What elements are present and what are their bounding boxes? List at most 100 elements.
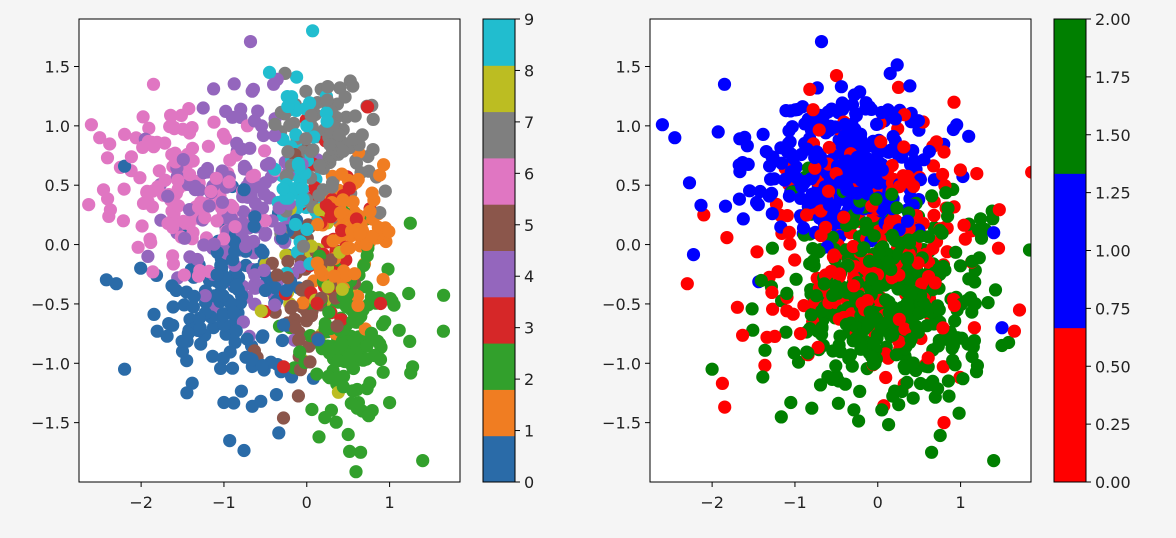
data-point bbox=[965, 349, 979, 363]
data-point bbox=[784, 395, 798, 410]
data-point bbox=[995, 321, 1009, 335]
data-point bbox=[296, 192, 310, 206]
data-point bbox=[715, 376, 730, 390]
data-point bbox=[255, 358, 269, 373]
colorbar-tick-label: 8 bbox=[524, 61, 534, 80]
data-point bbox=[347, 334, 361, 348]
data-point bbox=[962, 272, 976, 286]
data-point bbox=[202, 199, 216, 213]
data-point bbox=[392, 323, 406, 337]
data-point bbox=[209, 289, 223, 303]
x-tick-label: −2 bbox=[700, 493, 724, 512]
data-point bbox=[144, 235, 158, 250]
data-point bbox=[198, 289, 212, 303]
data-point bbox=[867, 336, 881, 350]
data-point bbox=[269, 388, 283, 402]
y-tick-label: 1.5 bbox=[45, 57, 70, 76]
data-point bbox=[682, 176, 697, 190]
data-point bbox=[831, 396, 846, 410]
data-point bbox=[361, 100, 375, 114]
data-point bbox=[93, 131, 107, 145]
data-point bbox=[783, 237, 797, 251]
data-point bbox=[142, 121, 156, 135]
colorbar-tick-label: 0.75 bbox=[1095, 299, 1131, 318]
data-point bbox=[186, 300, 200, 314]
data-point bbox=[374, 296, 388, 311]
data-point bbox=[931, 339, 945, 353]
y-tick-label: −1.0 bbox=[602, 354, 641, 373]
data-point bbox=[373, 352, 388, 367]
data-point bbox=[872, 246, 886, 260]
y-tick-label: 0.5 bbox=[45, 176, 70, 195]
data-point bbox=[332, 128, 346, 142]
data-point bbox=[801, 346, 815, 360]
data-point bbox=[346, 79, 360, 93]
data-point bbox=[694, 198, 708, 212]
chart-2: −2 −1 0 1−1.5−1.0−0.50.00.51.01.50.000.250.… bbox=[602, 10, 1130, 512]
data-point bbox=[247, 219, 261, 233]
data-point bbox=[346, 361, 360, 375]
data-point bbox=[333, 206, 348, 220]
x-tick-label: −1 bbox=[783, 493, 807, 512]
data-point bbox=[962, 129, 976, 143]
x-tick-label: −2 bbox=[129, 493, 153, 512]
data-point bbox=[806, 103, 820, 117]
data-point bbox=[209, 171, 223, 185]
data-point bbox=[285, 90, 299, 104]
data-point bbox=[717, 77, 732, 91]
colorbar-segment bbox=[483, 435, 515, 483]
colorbar: 0.00 0.25 0.50 0.75 1.00 1.25 1.50 1.75 2.00 bbox=[1053, 10, 1131, 492]
data-point bbox=[972, 251, 986, 265]
data-point bbox=[226, 200, 240, 214]
colorbar-segment bbox=[483, 157, 515, 205]
data-point bbox=[331, 354, 345, 368]
data-point bbox=[262, 65, 277, 79]
data-point bbox=[768, 329, 782, 343]
data-point bbox=[1022, 243, 1031, 257]
data-point bbox=[296, 296, 310, 310]
data-point bbox=[165, 148, 179, 162]
data-point bbox=[160, 329, 174, 343]
data-point bbox=[325, 180, 339, 194]
data-point bbox=[109, 277, 123, 291]
data-point bbox=[161, 189, 175, 203]
data-point bbox=[118, 159, 132, 173]
data-point bbox=[346, 314, 360, 328]
data-point bbox=[310, 256, 324, 270]
data-point bbox=[437, 288, 451, 302]
colorbar-tick-label: 1.00 bbox=[1095, 242, 1131, 261]
data-point bbox=[299, 132, 313, 146]
data-point bbox=[736, 212, 750, 226]
data-point bbox=[236, 315, 250, 329]
data-point bbox=[825, 372, 839, 386]
data-point bbox=[351, 172, 365, 187]
data-point bbox=[258, 176, 272, 190]
data-point bbox=[378, 184, 392, 198]
data-point bbox=[248, 210, 262, 224]
data-point bbox=[711, 125, 725, 139]
data-point bbox=[82, 198, 96, 212]
data-point bbox=[970, 167, 984, 181]
data-point bbox=[995, 338, 1009, 353]
data-point bbox=[902, 236, 917, 250]
data-point bbox=[861, 319, 875, 333]
data-point bbox=[874, 135, 888, 149]
data-point bbox=[312, 188, 326, 202]
data-point bbox=[781, 136, 796, 151]
colorbar-segment bbox=[483, 19, 515, 66]
data-point bbox=[216, 351, 230, 365]
data-point bbox=[913, 376, 928, 391]
colorbar-segment bbox=[483, 250, 515, 298]
data-point bbox=[289, 128, 303, 142]
data-point bbox=[291, 156, 305, 171]
data-point bbox=[827, 248, 841, 262]
data-point bbox=[936, 360, 950, 374]
data-point bbox=[363, 376, 377, 390]
data-point bbox=[906, 179, 921, 193]
data-point bbox=[798, 117, 812, 131]
data-point bbox=[295, 182, 309, 196]
colorbar-tick-label: 3 bbox=[524, 319, 534, 338]
data-point bbox=[904, 158, 918, 172]
data-point bbox=[841, 196, 855, 210]
